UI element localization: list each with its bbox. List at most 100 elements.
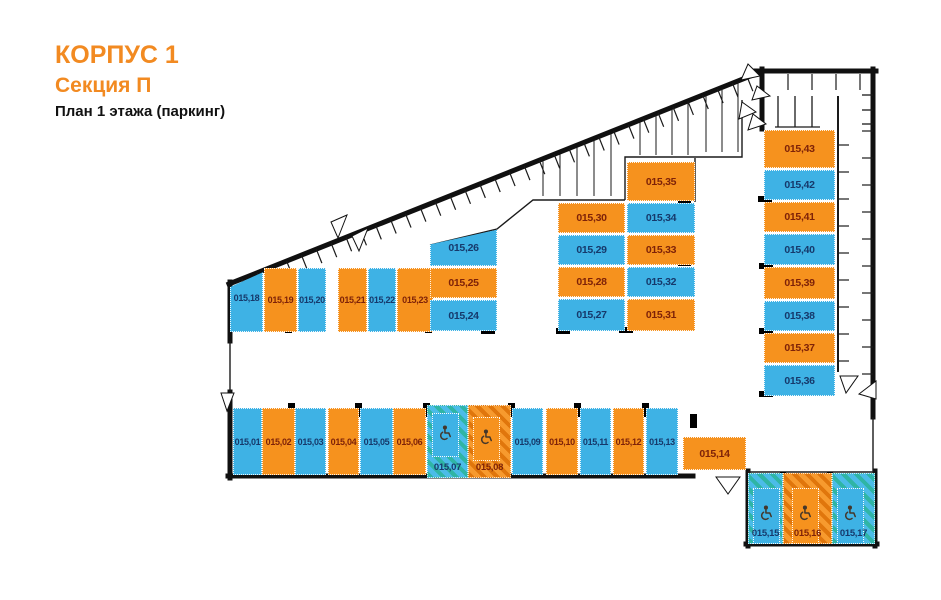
parking-space: 015,11: [580, 408, 611, 475]
parking-space-label: 015,10: [549, 436, 575, 447]
parking-space: 015,31: [627, 299, 695, 331]
wheelchair-icon: [799, 505, 811, 521]
parking-space: 015,30: [558, 203, 625, 233]
parking-space: 015,04: [328, 408, 359, 475]
parking-space: 015,22: [368, 268, 396, 332]
parking-space-label: 015,43: [784, 143, 815, 155]
parking-space: 015,34: [627, 203, 695, 233]
parking-space-label: 015,36: [784, 374, 815, 387]
parking-space: 015,28: [558, 267, 625, 297]
parking-space-label: 015,41: [784, 211, 815, 223]
wheelchair-icon: [439, 425, 451, 440]
parking-space-label: 015,16: [793, 528, 822, 539]
wheelchair-icon: [844, 505, 856, 521]
parking-space: 015,41: [764, 202, 835, 232]
parking-space: 015,36: [764, 365, 835, 396]
parking-space: 015,25: [430, 268, 497, 298]
parking-space-label: 015,08: [475, 462, 504, 473]
parking-space: 015,27: [558, 299, 625, 331]
parking-space-label: 015,12: [615, 436, 642, 447]
parking-space-label: 015,07: [433, 462, 462, 473]
parking-space: 015,23: [397, 268, 433, 332]
parking-space-label: 015,27: [576, 309, 607, 321]
parking-space-label: 015,37: [784, 342, 815, 354]
parking-space-label: 015,39: [784, 277, 815, 289]
parking-space: 015,01: [233, 408, 262, 475]
parking-space: 015,43: [764, 130, 835, 168]
accessible-parking-space: 015,07: [427, 405, 468, 478]
parking-space: 015,29: [558, 235, 625, 265]
wheelchair-icon: [480, 429, 492, 444]
parking-space-label: 015,11: [582, 436, 609, 447]
parking-space-label: 015,01: [234, 436, 261, 447]
parking-space-label: 015,15: [751, 528, 780, 539]
parking-space-label: 015,26: [448, 241, 479, 254]
accessible-stall-marking: [432, 413, 459, 457]
parking-space-label: 015,05: [363, 436, 390, 447]
parking-space-label: 015,13: [649, 436, 675, 447]
parking-space-label: 015,20: [299, 295, 325, 305]
parking-space-label: 015,42: [784, 179, 815, 191]
accessible-parking-space: 015,15: [748, 473, 783, 544]
parking-space: 015,21: [338, 268, 367, 332]
parking-space-label: 015,21: [339, 295, 366, 305]
parking-space-label: 015,38: [784, 310, 815, 322]
parking-space-label: 015,28: [576, 276, 607, 288]
parking-space: 015,03: [295, 408, 326, 475]
parking-space: 015,12: [613, 408, 644, 475]
parking-space: 015,14: [683, 437, 746, 470]
parking-space: 015,06: [393, 408, 426, 475]
parking-space-label: 015,02: [265, 436, 292, 447]
parking-space: 015,35: [627, 162, 695, 201]
parking-space-label: 015,23: [402, 295, 428, 305]
accessible-stall-marking: [473, 417, 500, 461]
section-title: Секция П: [55, 74, 152, 98]
parking-space-label: 015,18: [233, 293, 260, 303]
parking-space: 015,20: [298, 268, 326, 332]
parking-space-label: 015,09: [514, 436, 541, 447]
accessible-parking-space: 015,16: [783, 473, 832, 544]
parking-space-label: 015,35: [645, 175, 677, 188]
building-title: КОРПУС 1: [55, 41, 179, 69]
diagonal-wall: [225, 69, 762, 288]
parking-space-label: 015,14: [699, 447, 730, 460]
parking-space-label: 015,06: [396, 436, 423, 447]
parking-space: 015,05: [360, 408, 393, 475]
parking-space-label: 015,31: [645, 309, 677, 321]
plan-title-block: КОРПУС 1 Секция П План 1 этажа (паркинг): [55, 40, 225, 121]
stairs-icon: [775, 94, 873, 128]
accessible-stall-marking: [792, 488, 819, 544]
accessible-parking-space: 015,17: [832, 473, 875, 544]
parking-space: 015,13: [646, 408, 678, 475]
parking-space: 015,33: [627, 235, 695, 265]
inner-walls: [229, 96, 875, 473]
parking-space: 015,37: [764, 333, 835, 363]
parking-space: 015,19: [264, 268, 297, 332]
accessible-stall-marking: [837, 488, 864, 544]
accessible-parking-space: 015,08: [468, 405, 511, 478]
parking-space-label: 015,29: [576, 244, 607, 256]
parking-space: 015,02: [262, 408, 295, 475]
parking-space: 015,32: [627, 267, 695, 297]
door-swing-icons: [220, 63, 877, 495]
parking-space-label: 015,32: [645, 276, 677, 288]
parking-space: 015,09: [512, 408, 543, 475]
parking-space-label: 015,33: [645, 244, 677, 256]
parking-space: 015,24: [430, 300, 497, 331]
parking-space-label: 015,30: [576, 212, 607, 224]
parking-space-label: 015,04: [330, 436, 357, 447]
parking-space-label: 015,25: [448, 277, 479, 289]
parking-space-label: 015,17: [839, 528, 868, 539]
floor-subtitle: План 1 этажа (паркинг): [55, 102, 226, 120]
parking-space-label: 015,19: [267, 295, 294, 305]
parking-space: 015,10: [546, 408, 578, 475]
parking-space: 015,38: [764, 301, 835, 331]
accessible-stall-marking: [753, 488, 780, 544]
wheelchair-icon: [760, 505, 772, 521]
parking-space-label: 015,24: [448, 309, 479, 322]
parking-space-label: 015,22: [369, 295, 395, 305]
parking-space: 015,40: [764, 234, 835, 265]
parking-space: 015,42: [764, 170, 835, 200]
parking-space-label: 015,34: [645, 212, 677, 224]
